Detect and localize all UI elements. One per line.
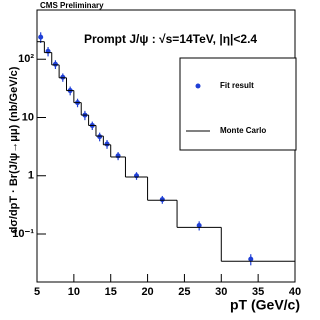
legend-box xyxy=(179,57,297,151)
x-tick-label: 40 xyxy=(289,286,301,298)
legend-marker xyxy=(195,83,201,89)
x-tick-label: 30 xyxy=(215,286,227,298)
chart-title: Prompt J/ψ : √s=14TeV, |η|<2.4 xyxy=(84,32,257,46)
data-point xyxy=(159,197,165,203)
legend-label: Fit result xyxy=(220,81,254,90)
y-tick-label: 1 xyxy=(28,170,34,182)
data-point xyxy=(38,34,44,40)
y-tick-label: 10² xyxy=(18,53,34,65)
data-point xyxy=(60,74,66,80)
y-tick-label: 10⁻¹ xyxy=(12,228,34,240)
data-point xyxy=(115,153,121,159)
chart-header: CMS Preliminary xyxy=(40,1,104,10)
y-tick-label: 10 xyxy=(22,111,34,123)
data-point xyxy=(97,134,103,140)
y-axis-label: dσ/dpT · Br(J/ψ→μμ) (nb/GeV/c) xyxy=(8,66,20,233)
data-point xyxy=(196,222,202,228)
x-tick-label: 35 xyxy=(252,286,264,298)
x-tick-label: 20 xyxy=(141,286,153,298)
legend-label: Monte Carlo xyxy=(220,126,266,135)
x-axis-label: pT (GeV/c) xyxy=(230,297,300,313)
data-point xyxy=(248,256,254,262)
x-tick-label: 5 xyxy=(34,286,40,298)
x-tick-label: 10 xyxy=(68,286,80,298)
data-point xyxy=(104,141,110,147)
data-point xyxy=(52,61,58,67)
x-tick-label: 25 xyxy=(178,286,190,298)
x-tick-label: 15 xyxy=(105,286,117,298)
